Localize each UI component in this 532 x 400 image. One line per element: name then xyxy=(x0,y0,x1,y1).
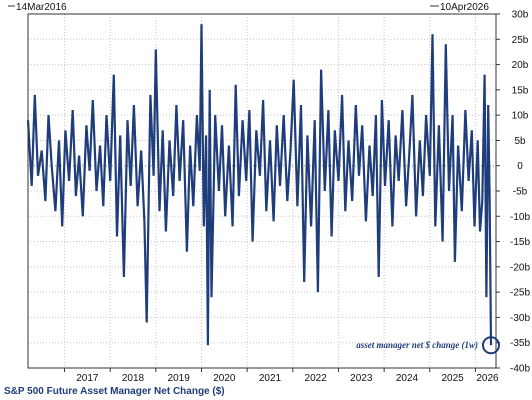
y-tick-label: 15b xyxy=(512,85,529,96)
y-tick-label: 0 xyxy=(517,161,523,172)
x-tick-label: 2024 xyxy=(396,373,419,384)
y-tick-label: -20b xyxy=(510,262,530,273)
y-tick-label: 30b xyxy=(512,10,529,21)
y-tick-label: -10b xyxy=(510,212,530,223)
y-tick-label: -35b xyxy=(510,338,530,349)
ticks-layer: 30b 25b 20b 15b 10b 5b 0 -5b -10b -15b -20b -25b -30… xyxy=(64,10,530,384)
x-tick-label: 2023 xyxy=(350,373,373,384)
header-start-date: 14Mar2016 xyxy=(16,2,67,13)
x-tick-label: 2017 xyxy=(76,373,99,384)
annotation-marker xyxy=(481,336,500,355)
x-tick-label: 2018 xyxy=(122,373,145,384)
x-tick-label: 2019 xyxy=(168,373,191,384)
gridlines xyxy=(28,13,496,369)
y-tick-label: -30b xyxy=(510,313,530,324)
annotation-label: asset manager net $ change (1w) xyxy=(356,340,478,350)
header-end-date: 10Apr2026 xyxy=(440,2,489,13)
header-end: 10Apr2026 xyxy=(430,2,489,13)
annotation: asset manager net $ change (1w) xyxy=(356,336,500,355)
y-tick-label: -25b xyxy=(510,288,530,299)
y-tick-label: -15b xyxy=(510,237,530,248)
chart-title: S&P 500 Future Asset Manager Net Change … xyxy=(4,386,225,397)
y-tick-label: -40b xyxy=(510,364,530,375)
series-line xyxy=(26,24,493,346)
y-tick-label: 5b xyxy=(514,136,526,147)
y-tick-label: 20b xyxy=(512,60,529,71)
x-tick-label: 2021 xyxy=(259,373,282,384)
y-tick-label: 10b xyxy=(512,111,529,122)
x-tick-label: 2022 xyxy=(305,373,328,384)
y-tick-label: 25b xyxy=(512,35,529,46)
x-tick-label: 2026 xyxy=(476,373,499,384)
x-tick-label: 2020 xyxy=(213,373,236,384)
header-start: 14Mar2016 xyxy=(8,2,67,13)
y-tick-label: -5b xyxy=(513,187,528,198)
series-layer xyxy=(26,24,493,346)
x-tick-label: 2025 xyxy=(441,373,464,384)
